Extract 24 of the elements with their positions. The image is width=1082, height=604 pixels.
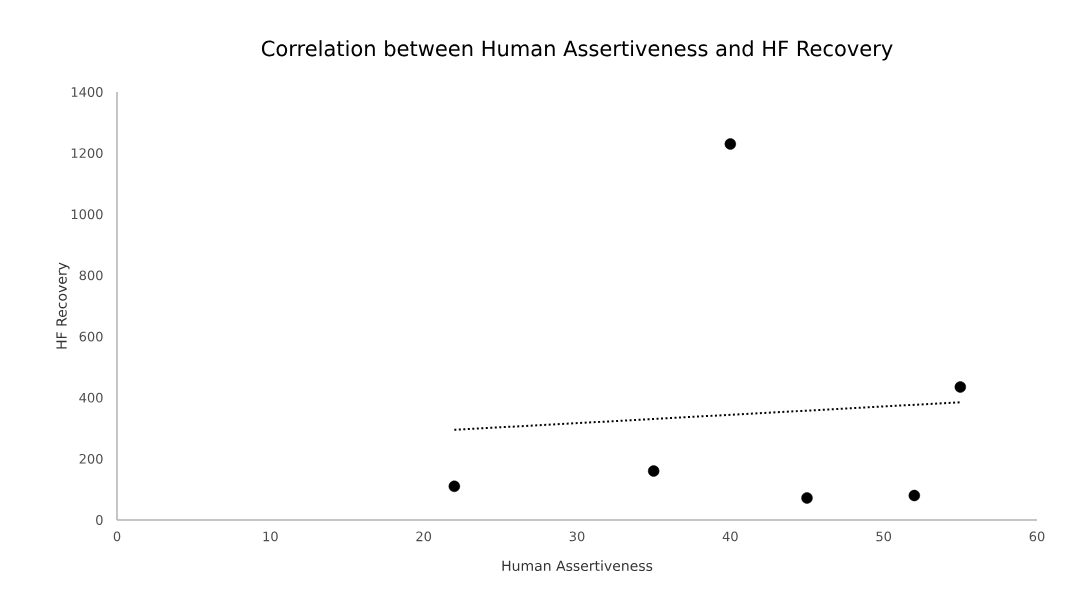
x-tick-label: 60 (1029, 531, 1045, 542)
x-tick-label: 40 (722, 531, 738, 542)
x-axis-title: Human Assertiveness (502, 560, 653, 572)
point (908, 489, 921, 502)
y-axis-title: HF Recovery (56, 262, 70, 349)
point (647, 465, 660, 477)
point (448, 480, 461, 493)
point (954, 381, 967, 393)
y-tick-label: 1200 (71, 148, 103, 159)
x-tick-label: 30 (569, 531, 585, 542)
x-tick-label: 10 (263, 531, 278, 542)
y-tick-label: 800 (79, 270, 103, 281)
point (724, 138, 737, 150)
y-tick-label: 400 (79, 392, 103, 403)
x-tick-label: 50 (876, 531, 892, 542)
x-tick-label: 0 (113, 531, 121, 542)
point (801, 492, 813, 504)
chart-title: Correlation between Human Assertiveness and HF Recovery (261, 40, 893, 61)
y-tick-label: 1400 (71, 87, 103, 97)
y-tick-label: 1000 (71, 209, 103, 220)
x-tick-label: 20 (416, 531, 432, 542)
y-tick-label: 600 (79, 331, 103, 342)
y-tick-label: 200 (79, 453, 103, 464)
y-tick-label: 0 (96, 515, 103, 525)
